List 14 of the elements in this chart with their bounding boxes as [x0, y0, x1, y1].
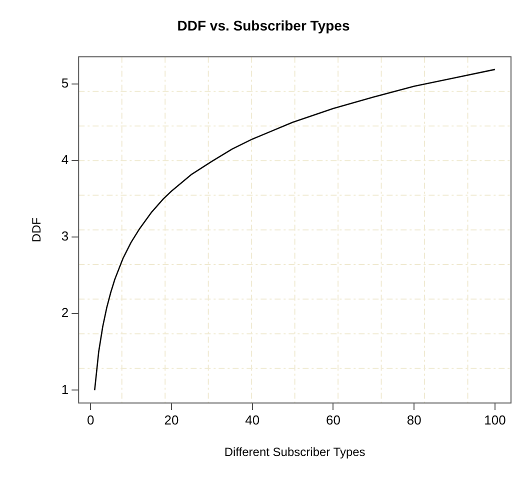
y-tick-label: 2 — [61, 305, 69, 320]
x-tick-label: 0 — [86, 412, 94, 428]
x-tick-label: 100 — [484, 412, 506, 428]
chart-title: DDF vs. Subscriber Types — [177, 17, 350, 34]
x-tick-label: 60 — [326, 412, 340, 428]
x-tick-label: 80 — [406, 412, 422, 428]
x-tick-label: 20 — [164, 412, 179, 428]
y-tick-label: 4 — [61, 152, 69, 168]
y-axis-title: DDF — [30, 218, 44, 242]
y-tick-label: 1 — [61, 382, 69, 397]
y-tick-label: 3 — [61, 228, 69, 244]
x-tick-label: 40 — [245, 412, 260, 428]
y-tick-label: 5 — [61, 76, 69, 91]
x-axis-title: Different Subscriber Types — [224, 445, 366, 460]
